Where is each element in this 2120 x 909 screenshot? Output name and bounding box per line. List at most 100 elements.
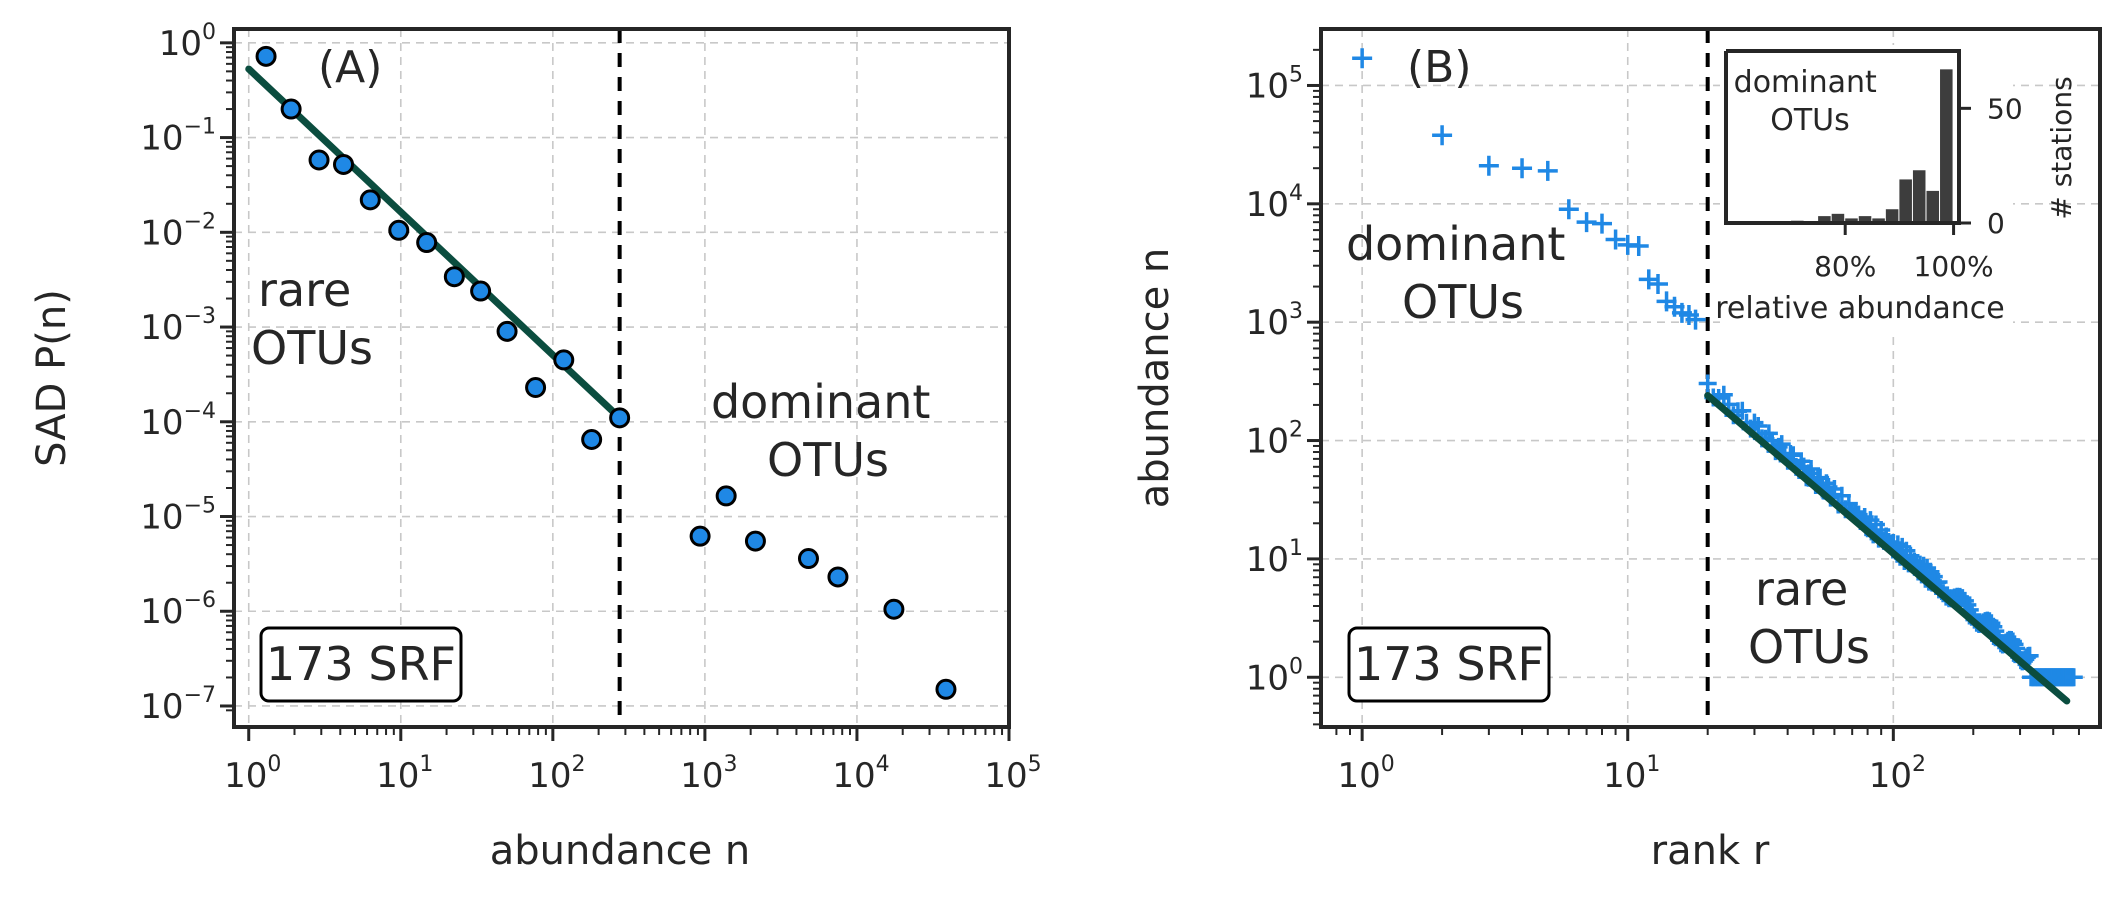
panel-a-data-point [333, 153, 355, 175]
panel-a-y-tick-label: 10−3 [140, 304, 216, 348]
panel-a-y-tick-label: 100 [159, 20, 216, 64]
panel-b-dominant-label-line-1: dominant [1346, 217, 1565, 271]
inset-y-tick-label: 50 [1987, 92, 2023, 125]
inset-background [1720, 45, 2013, 337]
panel-b-y-tick-label: 102 [1246, 418, 1303, 462]
panel-a-data-point [416, 232, 438, 254]
inset-bar [1926, 190, 1940, 223]
panel-b-rare-point [1893, 537, 1912, 556]
panel-a-y-tick-label: 10−7 [140, 683, 216, 727]
panel-a-data-point [470, 280, 492, 302]
inset-bar [1885, 209, 1899, 223]
panel-b-dominant-point [1638, 269, 1659, 290]
panel-b-y-tick-label: 104 [1246, 181, 1303, 225]
panel-b-rare-point [2064, 668, 2083, 687]
panel-a-rare-label-line-2: OTUs [251, 321, 373, 375]
inset-y-axis-label: # stations [2045, 76, 2078, 219]
inset-bars [1791, 69, 1953, 223]
panel-b-dominant-point [1352, 48, 1373, 69]
panel-b-rare-point [1698, 374, 1717, 393]
panel-a-data-point [883, 598, 905, 620]
panel-a-y-tick-label: 10−6 [140, 588, 216, 632]
panel-b-rare-point [2020, 646, 2039, 665]
inset-y-tick-label: 0 [1987, 207, 2005, 240]
panel-a-sample-box [259, 626, 463, 703]
panel-b-y-tick-label: 100 [1246, 654, 1303, 698]
inset-title-line-1: dominant [1734, 65, 1877, 100]
panel-b-rare-label-line-2: OTUs [1748, 620, 1870, 674]
panel-a-sample-box-label: 173 SRF [266, 637, 456, 691]
panel-a-y-axis-label: SAD P(n) [29, 289, 75, 467]
panel-a-points [255, 45, 957, 700]
panel-a-data-point [744, 530, 766, 552]
panel-a-label: (A) [318, 42, 382, 93]
inset-title-line-2: OTUs [1770, 103, 1850, 138]
panel-a-rare-otus-label: rare OTUs [251, 263, 373, 375]
panel-a-x-tick-label: 105 [984, 752, 1041, 796]
panel-b-power-law-fit [1704, 392, 2071, 705]
panel-a-data-point [797, 548, 819, 570]
panel-a-data-point [553, 349, 575, 371]
inset-bar [1858, 216, 1872, 223]
inset-bar [1940, 69, 1953, 223]
panel-b-chart: 100 101 102 100 101 102 103 104 105 (B) dominant… [1132, 27, 2102, 874]
panel-b-rare-point [1733, 401, 1752, 420]
panel-a-data-point [388, 219, 410, 241]
inset-title: dominant OTUs [1734, 65, 1887, 138]
panel-b-y-axis-label: abundance n [1132, 248, 1178, 509]
panel-b-rare-point [1745, 413, 1764, 432]
panel-b-rare-point [1749, 416, 1768, 435]
panel-b-x-axis-label: rank r [1651, 828, 1770, 874]
inset-bar [1872, 218, 1885, 223]
panel-a-data-point [935, 678, 957, 700]
panel-a-x-tick-label: 100 [224, 752, 281, 796]
panel-b-dominant-point [1648, 274, 1668, 295]
panel-b-label: (B) [1407, 42, 1472, 93]
panel-a-data-point [715, 485, 737, 507]
inset-ticks: 80% 100% 0 50 [1814, 92, 2023, 283]
panel-b-y-tick-label: 103 [1246, 299, 1303, 343]
panel-b-dominant-point [1628, 236, 1649, 257]
panel-a-grid [234, 29, 1010, 727]
inset-bar [1912, 170, 1926, 223]
panel-b-inset-histogram: 80% 100% 0 50 dominant OTUs relative abunda… [1715, 45, 2078, 337]
panel-a-y-tick-label: 10−4 [140, 399, 216, 443]
panel-b-rare-point [1802, 460, 1821, 479]
inset-x-axis-label: relative abundance [1715, 291, 2005, 326]
panel-b-axes-frame [1319, 27, 2102, 729]
panel-b-x-tick-label: 101 [1603, 752, 1660, 796]
panel-a-data-point [359, 189, 381, 211]
panel-b-dominant-label-line-2: OTUs [1402, 275, 1524, 329]
panel-a-data-point [609, 407, 631, 429]
inset-x-tick-label: 100% [1914, 250, 1994, 283]
panel-a-x-axis-label: abundance n [490, 828, 751, 874]
panel-a-x-tick-label: 103 [680, 752, 737, 796]
panel-a-x-tick-label: 101 [376, 752, 433, 796]
inset-bar [1899, 179, 1912, 223]
panel-a-data-point [280, 98, 302, 120]
panel-b-dominant-point [1685, 309, 1706, 330]
panel-b-dominant-otus-label: dominant OTUs [1346, 217, 1580, 329]
inset-bar [1818, 216, 1831, 223]
panel-a-data-point [496, 320, 518, 342]
panel-b-rare-label-line-1: rare [1755, 562, 1848, 616]
panel-a-y-tick-label: 10−2 [140, 209, 216, 253]
panel-a-data-point [827, 566, 849, 588]
panel-b-dominant-point [1605, 229, 1626, 250]
panel-b-sample-box-label: 173 SRF [1354, 637, 1544, 691]
panel-a-data-point [525, 377, 547, 399]
panel-a-y-tick-label: 10−1 [140, 115, 216, 159]
panel-a-y-tick-label: 10−5 [140, 494, 216, 538]
panel-b-rare-point [1982, 614, 2001, 633]
panel-b-x-tick-label: 100 [1338, 752, 1395, 796]
panel-a-data-point [689, 525, 711, 547]
panel-b-dominant-point [1512, 158, 1533, 179]
panel-b-dominant-point [1432, 125, 1453, 146]
inset-bar [1831, 213, 1845, 223]
panel-a-x-tick-label: 104 [832, 752, 889, 796]
panel-b-dominant-point [1537, 160, 1558, 181]
panel-a-rare-label-line-1: rare [258, 263, 351, 317]
panel-b-fit-line [1704, 392, 2071, 705]
inset-bar [1845, 218, 1858, 223]
